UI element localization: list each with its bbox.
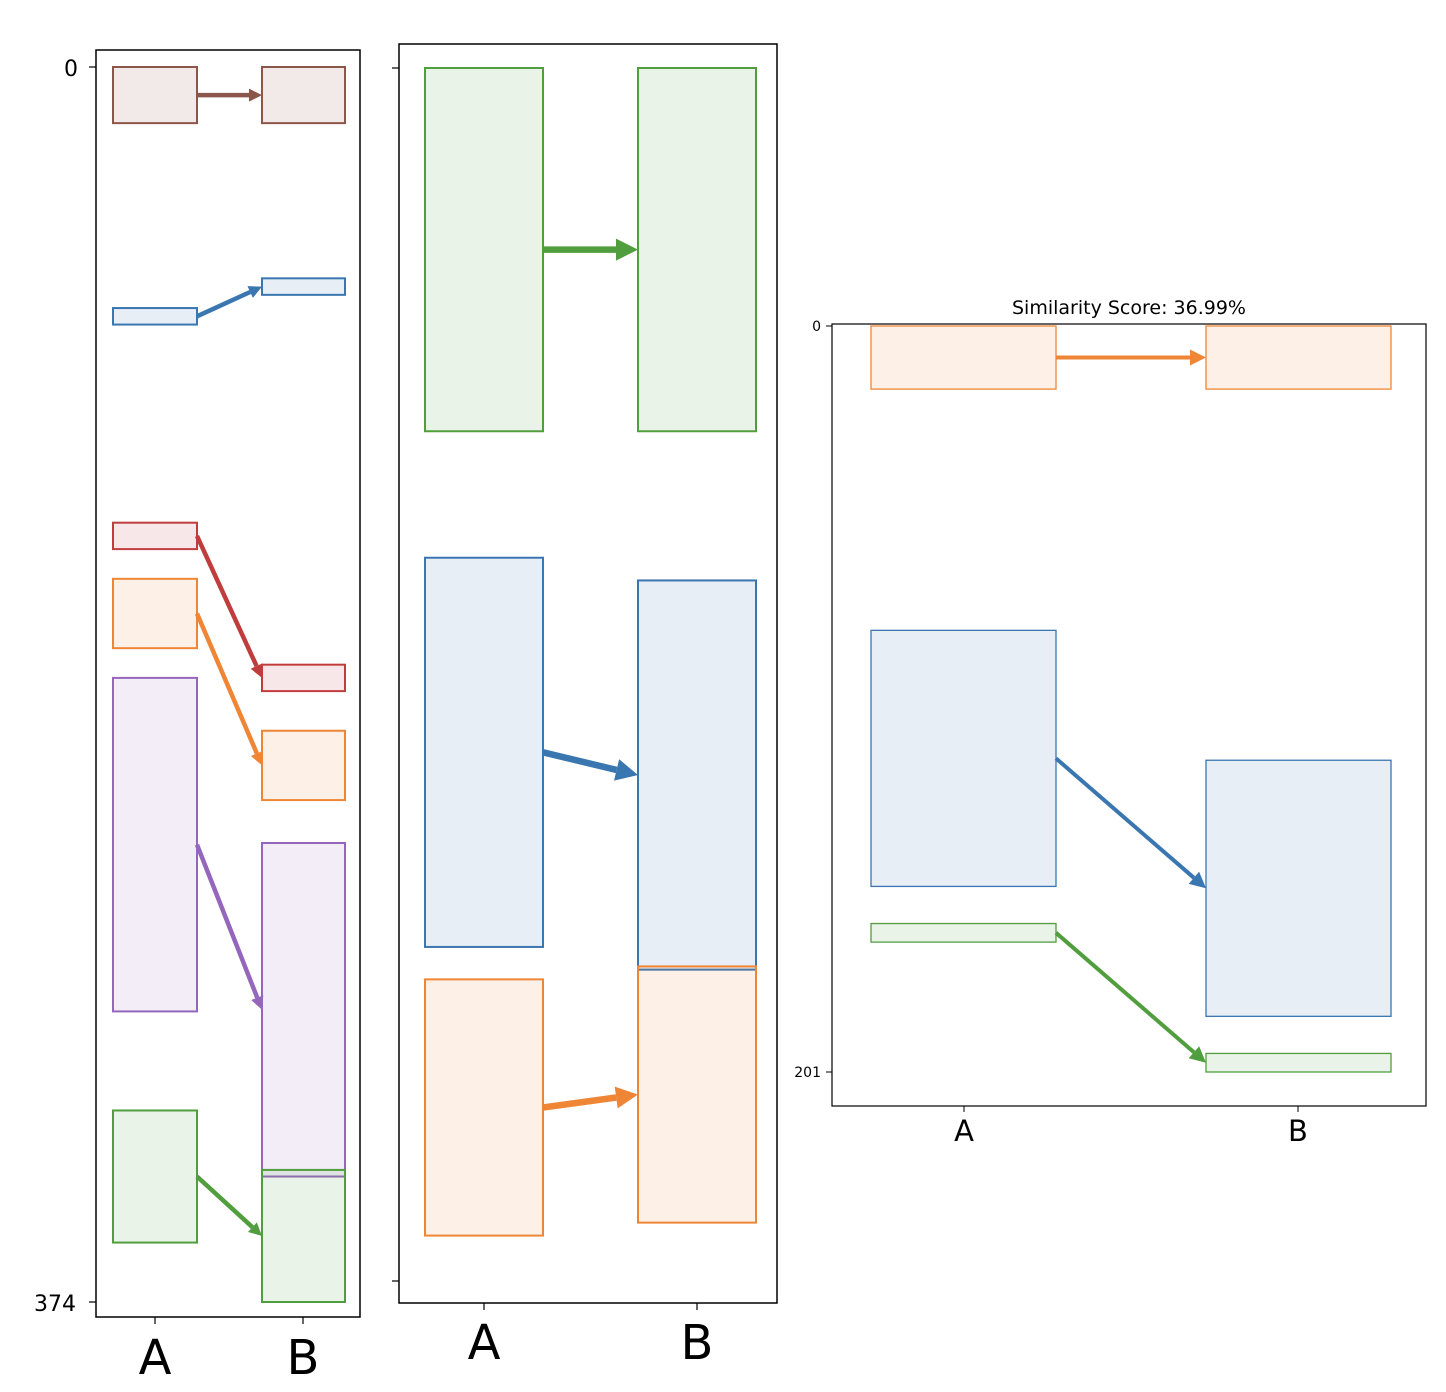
mapping-arrows — [542, 238, 638, 1111]
segment-box-b-5 — [261, 842, 346, 1178]
mapping-arrow-1 — [543, 238, 638, 261]
segment-box-b-4 — [261, 729, 346, 802]
segment-box-b-2 — [1205, 759, 1392, 1017]
segment-box-b-1 — [637, 67, 757, 433]
segment-boxes — [424, 67, 757, 1237]
alignment-panel-2: A B — [392, 43, 778, 1371]
segment-box-a-1 — [112, 66, 198, 125]
mapping-arrow-3 — [1054, 931, 1206, 1063]
segment-box-b-2 — [637, 579, 757, 971]
plot-frame — [95, 49, 361, 1318]
x-tick-label-b: B — [287, 1330, 320, 1386]
x-tick-label-a: A — [954, 1114, 974, 1148]
y-tick-label: 374 — [34, 1292, 76, 1317]
mapping-arrow-2 — [1054, 756, 1206, 889]
segment-box-a-1 — [424, 67, 544, 433]
segment-boxes — [870, 325, 1392, 1073]
segment-box-a-2 — [424, 556, 544, 948]
segment-box-a-2 — [112, 307, 198, 326]
mapping-arrow-4 — [194, 612, 263, 766]
segment-box-b-3 — [261, 663, 346, 693]
plot-frame — [398, 43, 778, 1304]
segment-box-b-1 — [1205, 325, 1392, 390]
x-tick-label-a: A — [139, 1330, 172, 1386]
segment-box-b-3 — [1205, 1052, 1392, 1073]
y-tick-label: 201 — [794, 1065, 821, 1081]
segment-box-a-3 — [424, 978, 544, 1237]
segment-box-b-1 — [261, 66, 346, 125]
segment-box-b-6 — [261, 1168, 346, 1303]
mapping-arrow-3 — [542, 1086, 638, 1111]
segment-box-a-4 — [112, 577, 198, 650]
mapping-arrow-1 — [197, 88, 262, 102]
chart-title: Similarity Score: 36.99% — [1012, 297, 1246, 319]
segment-box-b-2 — [261, 277, 346, 296]
x-tick-label-b: B — [1288, 1114, 1308, 1148]
y-tick-label: 0 — [64, 57, 78, 82]
mapping-arrow-1 — [1056, 349, 1206, 366]
alignment-panel-1: 0 374 A B — [34, 49, 361, 1386]
segment-box-a-3 — [870, 922, 1057, 943]
x-tick-label-a: A — [468, 1315, 501, 1371]
x-tick-label-b: B — [681, 1315, 714, 1371]
alignment-panel-3: Similarity Score: 36.99% 0 201 A B — [794, 297, 1427, 1148]
y-tick-label: 0 — [812, 319, 821, 335]
mapping-arrow-3 — [194, 534, 263, 678]
mapping-arrow-2 — [542, 749, 638, 781]
mapping-arrow-2 — [196, 286, 262, 319]
segment-box-a-2 — [870, 629, 1057, 888]
plot-frame — [831, 323, 1427, 1107]
segment-box-a-3 — [112, 521, 198, 551]
segment-box-b-3 — [637, 965, 757, 1224]
mapping-arrows — [194, 88, 264, 1236]
segment-box-a-1 — [870, 325, 1057, 390]
mapping-arrow-6 — [195, 1174, 262, 1236]
segment-box-a-5 — [112, 676, 198, 1013]
mapping-arrow-5 — [194, 843, 264, 1010]
segment-box-a-6 — [112, 1109, 198, 1244]
segment-boxes — [112, 66, 346, 1303]
mapping-arrows — [1054, 349, 1206, 1063]
